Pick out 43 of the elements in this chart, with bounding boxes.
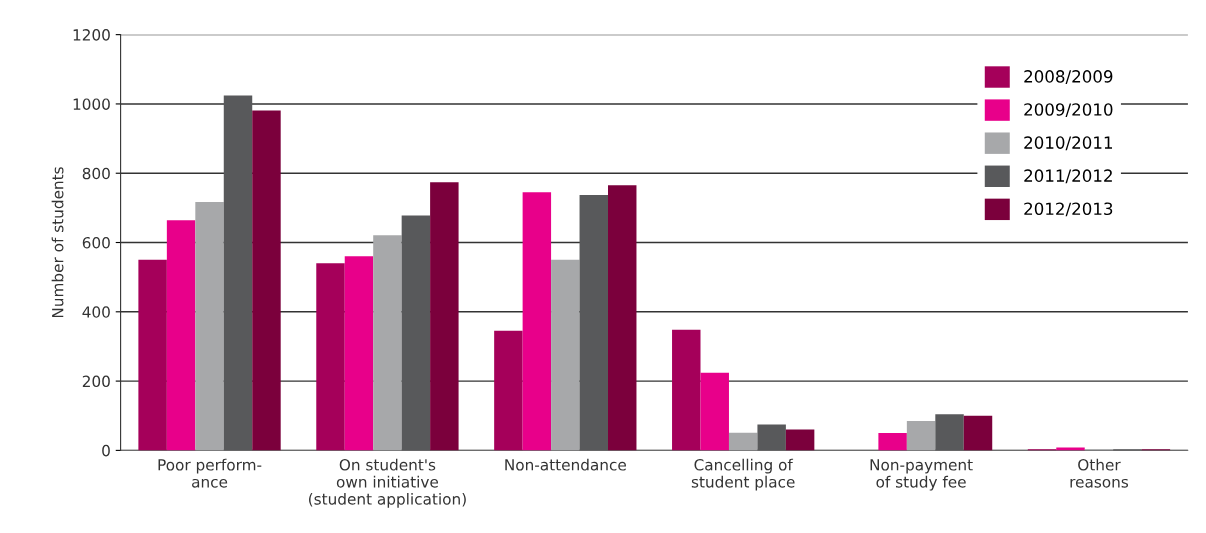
y-tick-label: 400 (82, 306, 110, 318)
y-axis-title: Number of students (51, 167, 64, 318)
legend-label: 2008/2009 (1024, 70, 1113, 85)
x-tick-label: Other reasons (1070, 458, 1129, 488)
bar (700, 372, 729, 451)
bar (522, 192, 552, 451)
x-tick-label: Poor perform- ance (158, 458, 262, 488)
bar (963, 415, 993, 451)
bar (935, 414, 964, 451)
bar (252, 110, 281, 451)
y-tick-label: 0 (102, 444, 110, 457)
bar (373, 235, 402, 451)
bar (757, 424, 786, 451)
y-tick-label: 600 (82, 236, 110, 249)
bar (430, 182, 459, 451)
legend-label: 2012/2013 (1024, 202, 1113, 217)
bar (728, 432, 758, 451)
bar (401, 215, 431, 451)
y-tick-label: 200 (82, 375, 110, 388)
x-tick-label: Non-payment of study fee (870, 459, 973, 491)
bar (608, 185, 637, 451)
x-tick-label: Non-attendance (505, 458, 626, 471)
bar (223, 95, 253, 451)
bar (878, 433, 907, 451)
legend-label: 2010/2011 (1024, 136, 1113, 151)
y-tick-label: 1200 (73, 29, 110, 41)
bar (551, 259, 580, 451)
x-tick-label: Cancelling of student place (691, 458, 795, 491)
bar (785, 429, 815, 451)
bar (195, 201, 224, 451)
bar (906, 420, 936, 451)
bar (166, 220, 196, 451)
bar (316, 263, 345, 451)
bar (672, 329, 701, 451)
bar (138, 259, 167, 451)
bar (494, 330, 523, 451)
y-tick-label: 1000 (73, 98, 110, 110)
y-tick-label: 800 (82, 167, 110, 180)
legend-label: 2011/2012 (1024, 169, 1112, 184)
bar (579, 195, 608, 451)
legend-label: 2009/2010 (1024, 103, 1113, 118)
x-tick-label: On student's own initiative (student application) (309, 458, 466, 508)
bar (344, 256, 374, 451)
